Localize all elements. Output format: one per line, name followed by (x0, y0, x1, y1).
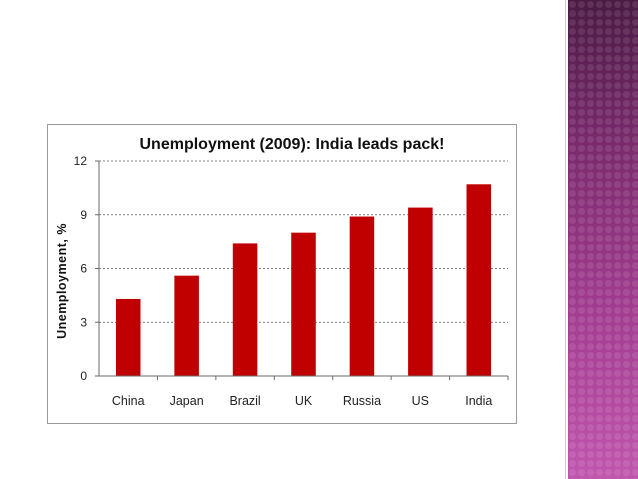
bar-us (408, 207, 433, 376)
x-tick-label: Brazil (229, 394, 260, 408)
x-tick-label: India (465, 394, 492, 408)
bar-japan (174, 275, 199, 376)
x-tick-label: Japan (170, 394, 204, 408)
x-tick-label: China (112, 394, 145, 408)
y-tick-label: 6 (80, 262, 87, 276)
y-axis-ticks: 0 3 6 9 12 (74, 154, 99, 383)
bar-russia (349, 216, 375, 376)
bar-chart: Unemployment (2009): India leads pack! 0… (55, 136, 509, 408)
y-tick-label: 9 (80, 208, 87, 222)
y-axis-title: Unemployment, % (55, 223, 69, 339)
y-tick-label: 12 (74, 154, 88, 168)
bar-brazil (232, 243, 258, 376)
decorative-side-band (568, 0, 638, 479)
y-tick-label: 3 (80, 315, 87, 329)
bar-china (115, 298, 141, 376)
chart-frame: Unemployment (2009): India leads pack! 0… (47, 124, 517, 424)
bar-uk (291, 232, 316, 376)
x-tick-label: US (412, 394, 429, 408)
chart-title: Unemployment (2009): India leads pack! (140, 136, 445, 153)
bars (115, 184, 492, 376)
bar-india (466, 184, 492, 376)
x-axis-ticks: China Japan Brazil UK Russia US India (112, 376, 509, 408)
y-tick-label: 0 (80, 369, 87, 383)
side-band-divider (565, 0, 566, 479)
x-tick-label: Russia (343, 394, 381, 408)
x-tick-label: UK (295, 394, 313, 408)
